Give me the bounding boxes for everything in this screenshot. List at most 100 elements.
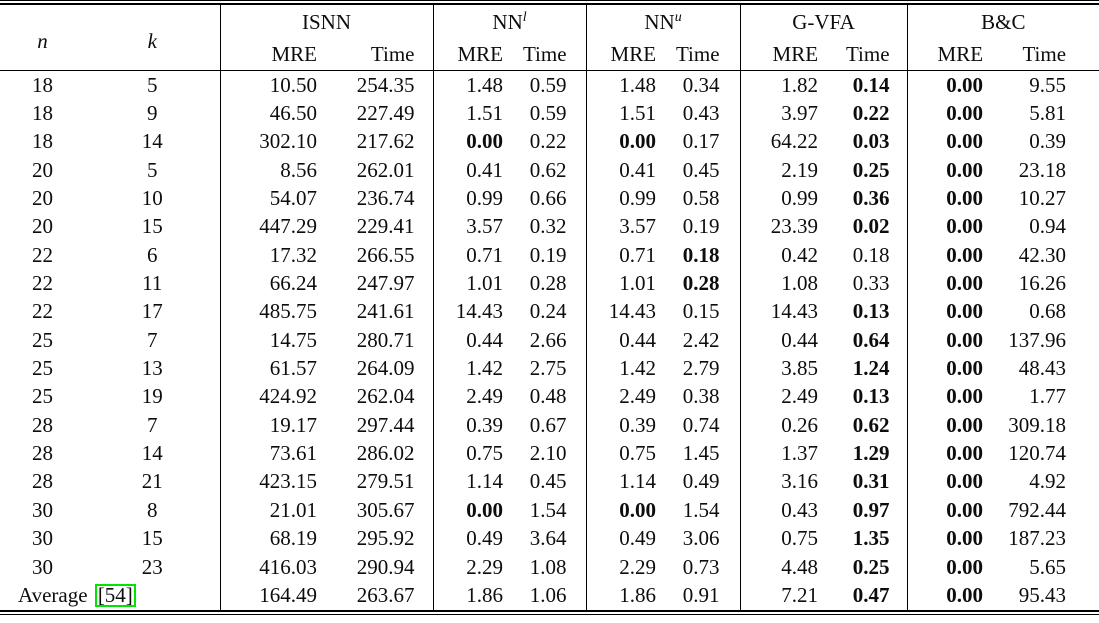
table-row: 20 10 54.07 236.74 0.99 0.66 0.99 0.58 0.99 0.36 0… [0, 184, 1099, 213]
group-label-nn-u: NN [644, 9, 675, 34]
cell-k: 6 [85, 241, 221, 270]
cell-nnu-time: 0.28 [658, 269, 741, 298]
cell-gvfa-time: 0.36 [820, 184, 908, 213]
cell-nnl-mre: 0.99 [466, 186, 504, 211]
cell-gvfa-mre: 0.42 [781, 242, 819, 267]
cell-nnu-time: 0.45 [658, 156, 741, 185]
cell-n: 30 [32, 526, 53, 551]
cell-isnn-mre: 485.75 [259, 299, 317, 324]
cell-k: 15 [85, 212, 221, 242]
top-rule-inner [0, 3, 1099, 5]
table-row: 20 15 447.29 229.41 3.57 0.32 3.57 0.19 23.39 0.0… [0, 212, 1099, 242]
cell-k: 5 [85, 156, 221, 185]
table-row: 28 7 19.17 297.44 0.39 0.67 0.39 0.74 0.26 0.62 0.… [0, 411, 1099, 440]
cell-n: 22 [32, 271, 53, 296]
cell-k: 8 [85, 496, 221, 525]
cell-isnn-time: 286.02 [319, 439, 434, 468]
cell-nnl-mre: 1.01 [466, 271, 504, 296]
cell-bc-mre: 0.00 [946, 271, 984, 296]
cell-nnu-time: 1.54 [658, 496, 741, 525]
cell-bc-mre: 0.00 [946, 186, 984, 211]
cell-gvfa-mre: 3.16 [781, 469, 819, 494]
cell-nnu-mre: 1.51 [619, 101, 657, 126]
cell-bc-mre: 0.00 [946, 469, 984, 494]
cell-nnl-time: 0.28 [505, 269, 587, 298]
cell-nnl-time: 0.67 [505, 411, 587, 440]
cell-nnu-time: 1.45 [658, 439, 741, 468]
cell-nnu-time: 0.34 [658, 70, 741, 100]
cell-nnu-time: 3.06 [658, 524, 741, 553]
cell-isnn-time: 305.67 [319, 496, 434, 525]
cell-isnn-time: 262.04 [319, 382, 434, 412]
cell-nnl-time: 2.66 [505, 326, 587, 355]
cell-gvfa-mre: 0.44 [781, 327, 819, 352]
cell-bc-time: 137.96 [1008, 327, 1067, 352]
cell-gvfa-mre: 1.37 [781, 441, 819, 466]
cell-gvfa-time: 0.18 [820, 241, 908, 270]
cell-gvfa-mre: 7.21 [781, 582, 819, 607]
cell-nnl-mre: 0.44 [466, 327, 504, 352]
cell-nnl-time: 0.45 [505, 467, 587, 497]
cell-bc-mre: 0.00 [946, 214, 984, 239]
cell-isnn-mre: 424.92 [259, 384, 317, 409]
cell-isnn-mre: 46.50 [269, 101, 317, 126]
citation-link-54[interactable]: [54] [94, 583, 136, 607]
cell-gvfa-time: 1.35 [820, 524, 908, 553]
cell-isnn-mre: 164.49 [259, 582, 317, 607]
cell-gvfa-time: 0.97 [820, 496, 908, 525]
subheader-nnl-mre: MRE [433, 39, 506, 71]
table-row: 18 9 46.50 227.49 1.51 0.59 1.51 0.43 3.97 0.22 0.… [0, 99, 1099, 128]
cell-bc-time: 5.65 [1029, 554, 1067, 579]
cell-gvfa-time: 0.13 [820, 382, 908, 412]
cell-n: 25 [32, 327, 53, 352]
cell-nnu-time: 0.74 [658, 411, 741, 440]
cell-bc-mre: 0.00 [946, 242, 984, 267]
subheader-nnu-time: Time [658, 39, 741, 71]
cell-k: 19 [85, 382, 221, 412]
cell-isnn-time: 279.51 [319, 467, 434, 497]
cell-k: 7 [85, 411, 221, 440]
cell-bc-mre: 0.00 [946, 299, 984, 324]
table-row: 30 15 68.19 295.92 0.49 3.64 0.49 3.06 0.75 1.35 0… [0, 524, 1099, 553]
cell-bc-time: 95.43 [1018, 582, 1067, 607]
average-label-cell: Average [54] [0, 581, 221, 610]
average-label: Average [18, 582, 93, 607]
cell-nnu-mre: 2.29 [619, 554, 657, 579]
cell-nnu-mre: 0.39 [619, 412, 657, 437]
cell-nnu-time: 2.79 [658, 354, 741, 383]
cell-isnn-mre: 68.19 [269, 526, 317, 551]
cell-isnn-mre: 66.24 [269, 271, 317, 296]
table-row: 25 19 424.92 262.04 2.49 0.48 2.49 0.38 2.49 0.13… [0, 382, 1099, 412]
cell-isnn-time: 266.55 [319, 241, 434, 270]
cell-bc-mre: 0.00 [946, 327, 984, 352]
cell-bc-time: 1.77 [1029, 384, 1067, 409]
cell-k: 10 [85, 184, 221, 213]
cell-n: 18 [32, 101, 53, 126]
cell-nnu-mre: 1.42 [619, 356, 657, 381]
table-body: 18 5 10.50 254.35 1.48 0.59 1.48 0.34 1.82 0.14 0.… [0, 70, 1099, 610]
cell-isnn-time: 254.35 [319, 70, 434, 100]
cell-nnu-mre: 0.00 [619, 129, 657, 154]
subheader-isnn-mre: MRE [220, 39, 319, 71]
cell-nnu-time: 0.15 [658, 297, 741, 327]
cell-isnn-mre: 416.03 [259, 554, 317, 579]
cell-nnl-time: 3.64 [505, 524, 587, 553]
cell-bc-mre: 0.00 [946, 356, 984, 381]
cell-gvfa-time: 0.02 [820, 212, 908, 242]
average-row: Average [54] 164.49 263.67 1.86 1.06 1.86 0.91… [0, 581, 1099, 610]
cell-gvfa-time: 0.13 [820, 297, 908, 327]
cell-bc-time: 120.74 [1008, 441, 1067, 466]
cell-gvfa-mre: 14.43 [770, 299, 819, 324]
table-row: 30 8 21.01 305.67 0.00 1.54 0.00 1.54 0.43 0.97 0.… [0, 496, 1099, 525]
group-label-isnn: ISNN [302, 9, 352, 34]
cell-n: 20 [32, 157, 53, 182]
subheader-nnu-mre: MRE [586, 39, 659, 71]
cell-gvfa-time: 0.03 [820, 127, 908, 157]
cell-n: 20 [32, 186, 53, 211]
cell-isnn-mre: 447.29 [259, 214, 317, 239]
table-row: 25 7 14.75 280.71 0.44 2.66 0.44 2.42 0.44 0.64 0.… [0, 326, 1099, 355]
col-group-bc: B&C [907, 5, 1099, 39]
col-group-nn-l: NNl [433, 5, 587, 39]
group-label-gvfa: G-VFA [792, 9, 855, 34]
cell-bc-time: 187.23 [1008, 526, 1067, 551]
